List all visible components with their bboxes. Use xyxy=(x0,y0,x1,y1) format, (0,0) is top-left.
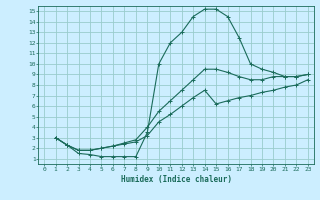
X-axis label: Humidex (Indice chaleur): Humidex (Indice chaleur) xyxy=(121,175,231,184)
